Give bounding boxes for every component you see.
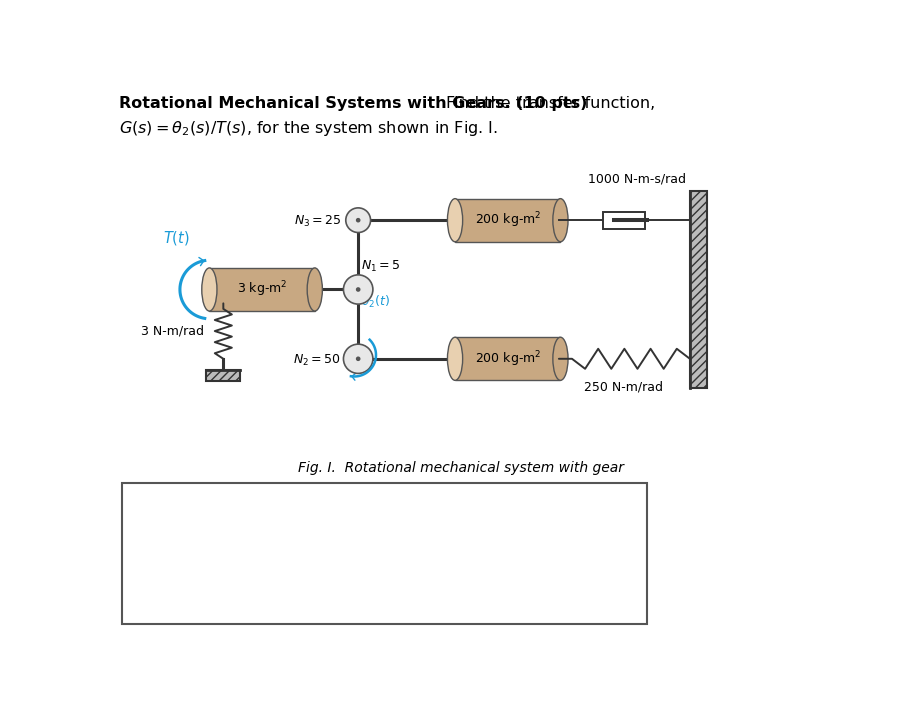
Text: Fig. I.  Rotational mechanical system with gear: Fig. I. Rotational mechanical system wit… bbox=[298, 461, 625, 475]
Text: Draw the free-body torque for each subsystem: Draw the free-body torque for each subsy… bbox=[151, 501, 500, 516]
Circle shape bbox=[356, 218, 361, 223]
Bar bbox=[122, 483, 647, 624]
Text: $\theta_2(t)$: $\theta_2(t)$ bbox=[361, 294, 391, 310]
Text: Write the transfer function on terms of s: Write the transfer function on terms of … bbox=[151, 560, 452, 575]
Bar bbox=[455, 199, 561, 242]
Circle shape bbox=[346, 208, 371, 233]
Circle shape bbox=[356, 287, 361, 292]
Ellipse shape bbox=[447, 337, 463, 380]
Ellipse shape bbox=[307, 268, 322, 311]
Text: $N_3 = 25$: $N_3 = 25$ bbox=[293, 214, 341, 229]
Text: $N_1 = 5$: $N_1 = 5$ bbox=[361, 259, 400, 274]
Circle shape bbox=[344, 275, 373, 304]
Text: Draw the governing equations for each subsystem in real: Draw the governing equations for each su… bbox=[151, 530, 573, 545]
Text: $N_2 = 50$: $N_2 = 50$ bbox=[293, 352, 341, 368]
Text: $T(t)$: $T(t)$ bbox=[163, 229, 189, 247]
Text: 200 kg-m$^2$: 200 kg-m$^2$ bbox=[474, 349, 541, 369]
Text: (3 pts): (3 pts) bbox=[281, 549, 336, 564]
Bar bbox=[603, 211, 645, 229]
Bar bbox=[690, 191, 707, 388]
Text: (4 pts): (4 pts) bbox=[452, 501, 507, 516]
Bar bbox=[210, 268, 315, 311]
Text: •: • bbox=[134, 501, 143, 516]
Text: Find the transfer function,: Find the transfer function, bbox=[446, 96, 655, 111]
Circle shape bbox=[356, 357, 361, 361]
Ellipse shape bbox=[553, 337, 568, 380]
Bar bbox=[455, 337, 561, 380]
Circle shape bbox=[344, 344, 373, 373]
Text: 1000 N-m-s/rad: 1000 N-m-s/rad bbox=[588, 172, 686, 186]
Text: $G(s) = \theta_2(s)/T(s)$, for the system shown in Fig. I.: $G(s) = \theta_2(s)/T(s)$, for the syste… bbox=[119, 120, 498, 138]
Ellipse shape bbox=[202, 268, 217, 311]
Text: 3 N-m/rad: 3 N-m/rad bbox=[141, 325, 204, 337]
Text: Rotational Mechanical Systems with Gears. (10 pts): Rotational Mechanical Systems with Gears… bbox=[119, 96, 587, 111]
Text: (3 pts): (3 pts) bbox=[410, 560, 464, 575]
Text: 3 kg-m$^2$: 3 kg-m$^2$ bbox=[237, 280, 287, 299]
Text: 200 kg-m$^2$: 200 kg-m$^2$ bbox=[474, 210, 541, 230]
Text: •: • bbox=[134, 560, 143, 575]
Ellipse shape bbox=[447, 199, 463, 242]
Text: and Laplace space: and Laplace space bbox=[151, 549, 292, 564]
Text: 250 N-m/rad: 250 N-m/rad bbox=[584, 380, 663, 393]
Ellipse shape bbox=[553, 199, 568, 242]
Text: •: • bbox=[134, 530, 143, 545]
Bar bbox=[206, 370, 240, 381]
